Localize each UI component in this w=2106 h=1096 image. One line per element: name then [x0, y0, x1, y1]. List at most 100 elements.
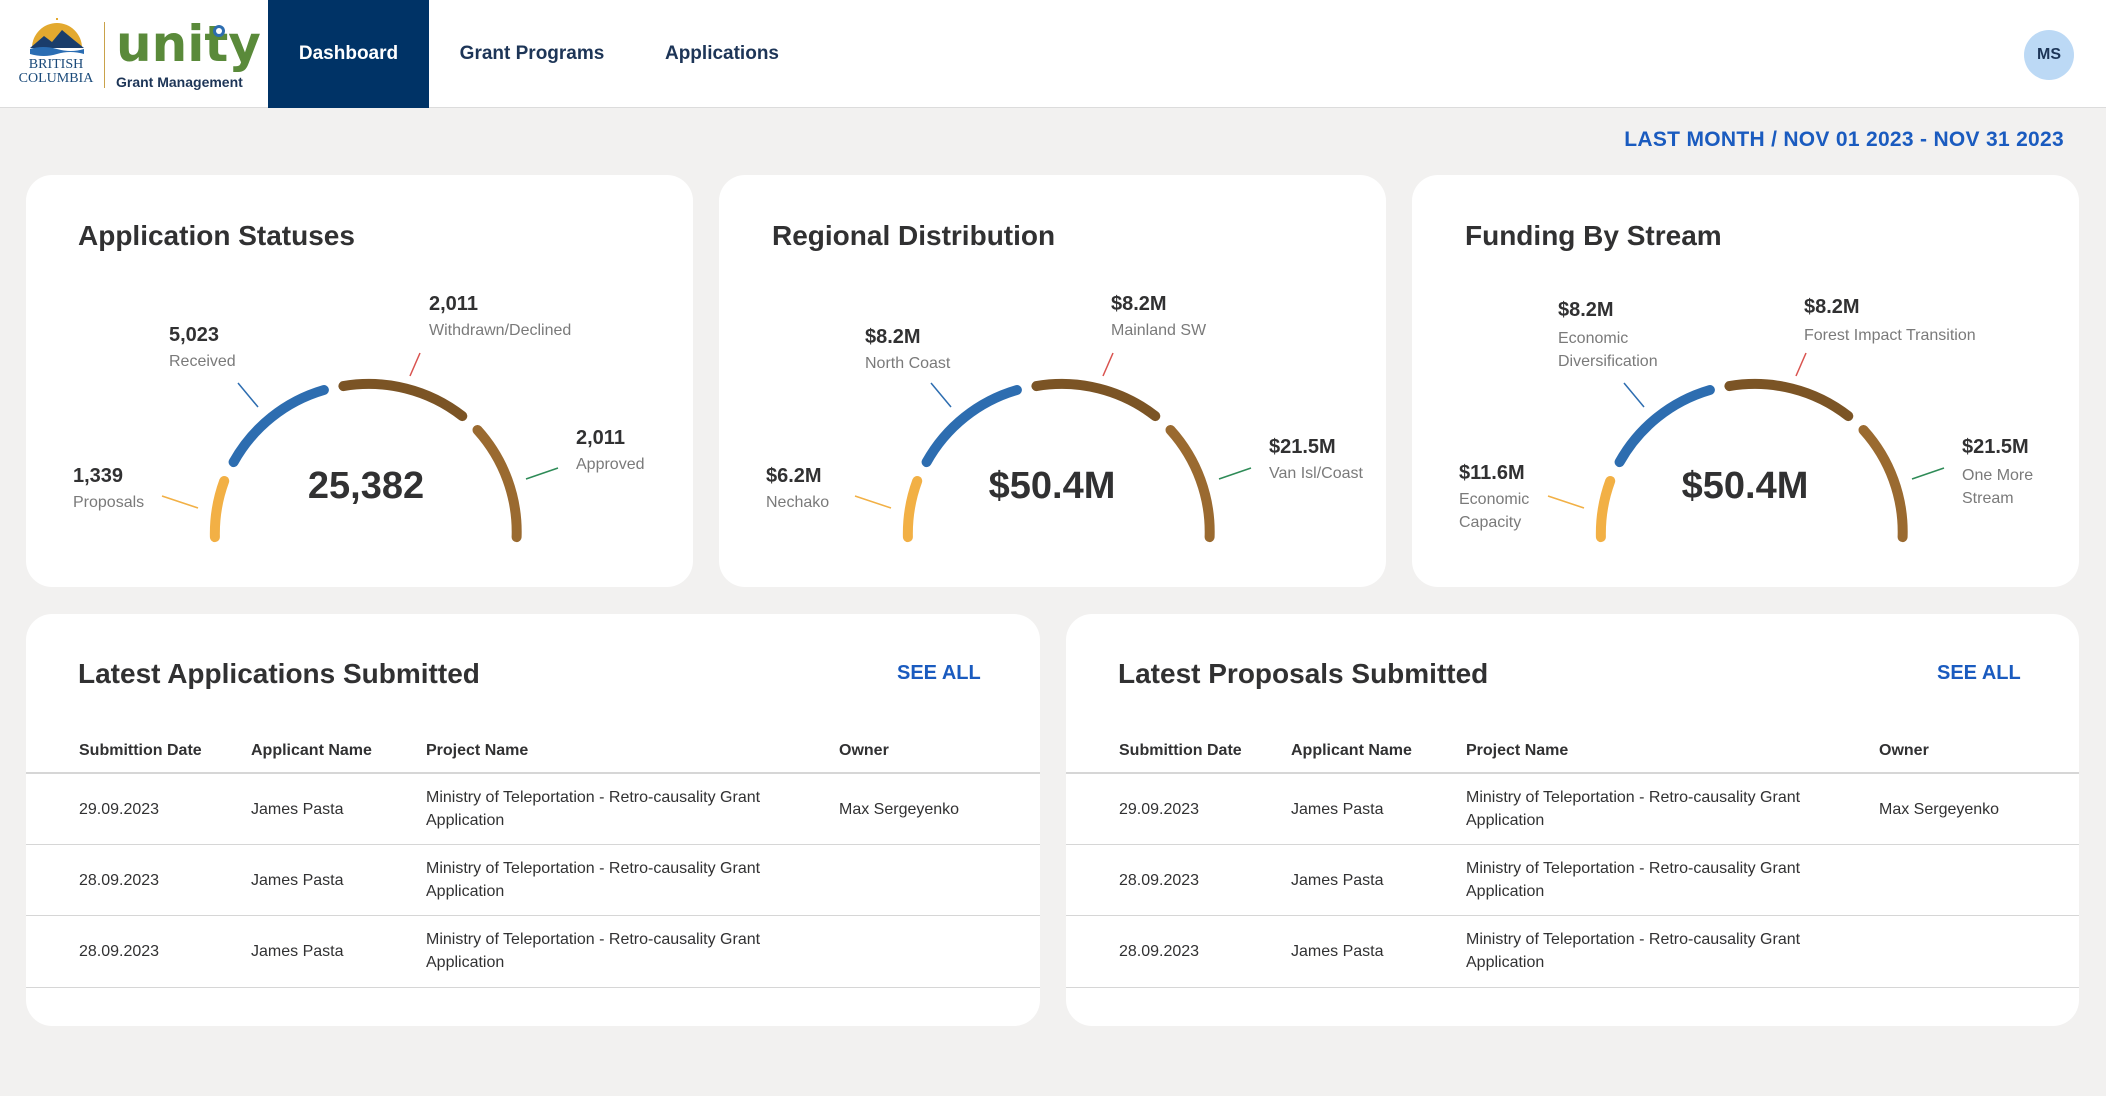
date-range-filter[interactable]: LAST MONTH / NOV 01 2023 - NOV 31 2023	[1624, 128, 2064, 151]
gauge-segment-withdrawn	[338, 379, 468, 422]
cell-applicant: James Pasta	[1291, 872, 1384, 889]
table-row[interactable]: 28.09.2023 James Pasta Ministry of Telep…	[26, 916, 1040, 987]
van-isl-label: Van Isl/Coast	[1269, 465, 1363, 482]
bc-sun-mountain-icon	[30, 18, 84, 56]
nav-grant-programs[interactable]: Grant Programs	[459, 43, 605, 64]
regional-distribution-card: $6.2M Nechako $8.2M North Coast $8.2M Ma…	[719, 175, 1386, 587]
table-row[interactable]: 28.09.2023 James Pasta Ministry of Telep…	[1066, 845, 2079, 916]
row-divider	[1066, 987, 2079, 988]
gauge-segment-approved	[472, 425, 522, 543]
cell-project: Ministry of Teleportation - Retro-causal…	[1466, 860, 1801, 900]
cell-date: 28.09.2023	[79, 872, 160, 889]
header-divider	[26, 772, 1040, 774]
economic-capacity-label: Economic Capacity	[1459, 491, 1530, 531]
column-header-owner[interactable]: Owner	[839, 742, 889, 759]
economic-diversification-label: Economic Diversification	[1558, 330, 1658, 370]
cell-project: Ministry of Teleportation - Retro-causal…	[1466, 931, 1801, 971]
received-label: Received	[169, 353, 236, 370]
gauge-segment-mainland-sw	[1031, 379, 1161, 422]
row-divider	[26, 844, 1040, 845]
table-row[interactable]: 28.09.2023 James Pasta Ministry of Telep…	[1066, 916, 2079, 987]
row-divider	[26, 987, 1040, 988]
north-coast-value: $8.2M	[865, 326, 921, 348]
row-divider	[1066, 915, 2079, 916]
received-value: 5,023	[169, 324, 220, 346]
gauge-segment-forest-impact	[1724, 379, 1854, 422]
withdrawn-value: 2,011	[429, 293, 478, 315]
unity-leaf-icon	[213, 25, 225, 37]
cell-date: 29.09.2023	[79, 801, 160, 818]
gauge-segment-one-more-stream	[1858, 425, 1908, 543]
column-header-owner[interactable]: Owner	[1879, 742, 1929, 759]
cell-project: Ministry of Teleportation - Retro-causal…	[426, 860, 761, 900]
cell-date: 28.09.2023	[1119, 872, 1200, 889]
economic-capacity-value: $11.6M	[1459, 462, 1525, 484]
nechako-value: $6.2M	[766, 465, 822, 487]
proposals-value: 1,339	[73, 465, 124, 487]
cell-date: 28.09.2023	[79, 943, 160, 960]
withdrawn-label: Withdrawn/Declined	[429, 322, 572, 339]
table-row[interactable]: 28.09.2023 James Pasta Ministry of Telep…	[26, 845, 1040, 916]
column-header-project[interactable]: Project Name	[426, 742, 529, 759]
cell-applicant: James Pasta	[1291, 943, 1384, 960]
one-more-stream-value: $21.5M	[1962, 436, 2029, 458]
gauge-segment-north-coast	[921, 385, 1022, 468]
cell-applicant: James Pasta	[1291, 801, 1384, 818]
gauge-total: $50.4M	[1681, 465, 1809, 507]
latest-applications-card: 29.09.2023 James Pasta Ministry of Telep…	[26, 614, 1040, 1026]
van-isl-value: $21.5M	[1269, 436, 1336, 458]
user-avatar[interactable]: MS	[2024, 30, 2074, 80]
cell-owner: Max Sergeyenko	[839, 801, 960, 818]
gauge-segment-received	[228, 385, 329, 468]
nav-applications[interactable]: Applications	[664, 43, 779, 64]
approved-value: 2,011	[576, 427, 625, 449]
unity-subtitle: Grant Management	[116, 74, 243, 90]
gauge-segment-proposals	[209, 476, 230, 543]
column-header-date[interactable]: Submittion Date	[79, 742, 202, 759]
cell-project: Ministry of Teleportation - Retro-causal…	[426, 931, 761, 971]
column-header-applicant[interactable]: Applicant Name	[1291, 742, 1412, 759]
gauge-segment-nechako	[902, 476, 923, 543]
mainland-sw-label: Mainland SW	[1111, 322, 1207, 339]
cell-date: 29.09.2023	[1119, 801, 1200, 818]
gauge-segment-economic-capacity	[1595, 476, 1616, 543]
cell-applicant: James Pasta	[251, 801, 344, 818]
regional-distribution-title: Regional Distribution	[772, 220, 1056, 251]
gauge-total: $50.4M	[988, 465, 1116, 507]
cell-owner: Max Sergeyenko	[1879, 801, 2000, 818]
cell-project: Ministry of Teleportation - Retro-causal…	[1466, 789, 1801, 829]
table-row[interactable]: 29.09.2023 James Pasta Ministry of Telep…	[26, 774, 1040, 845]
funding-by-stream-title: Funding By Stream	[1465, 220, 1722, 251]
unity-wordmark: unity	[116, 15, 261, 73]
funding-by-stream-card: $11.6M Economic Capacity $8.2M Economic …	[1412, 175, 2079, 587]
row-divider	[26, 915, 1040, 916]
bc-wordmark: BRITISH COLUMBIA	[18, 57, 94, 86]
funding-by-stream-gauge	[1547, 352, 1945, 543]
cell-project: Ministry of Teleportation - Retro-causal…	[426, 789, 761, 829]
column-header-date[interactable]: Submittion Date	[1119, 742, 1242, 759]
forest-impact-value: $8.2M	[1804, 296, 1860, 318]
nav-dashboard[interactable]: Dashboard	[268, 0, 429, 108]
application-statuses-gauge	[161, 352, 559, 543]
latest-proposals-title: Latest Proposals Submitted	[1118, 658, 1489, 689]
gauge-segment-economic-diversification	[1614, 385, 1715, 468]
top-navbar: BRITISH COLUMBIA unity Grant Management …	[0, 0, 2106, 108]
proposals-label: Proposals	[73, 494, 145, 511]
approved-label: Approved	[576, 456, 645, 473]
column-header-project[interactable]: Project Name	[1466, 742, 1569, 759]
latest-applications-title: Latest Applications Submitted	[78, 658, 480, 689]
column-header-applicant[interactable]: Applicant Name	[251, 742, 372, 759]
logo-divider	[104, 22, 105, 88]
gauge-total: 25,382	[307, 465, 425, 507]
economic-diversification-value: $8.2M	[1558, 299, 1614, 321]
application-statuses-title: Application Statuses	[78, 220, 355, 251]
unity-logo[interactable]: BRITISH COLUMBIA unity Grant Management	[16, 15, 261, 92]
row-divider	[1066, 844, 2079, 845]
cell-applicant: James Pasta	[251, 943, 344, 960]
cell-applicant: James Pasta	[251, 872, 344, 889]
see-all-applications-link[interactable]: SEE ALL	[897, 662, 981, 684]
table-row[interactable]: 29.09.2023 James Pasta Ministry of Telep…	[1066, 774, 2079, 845]
mainland-sw-value: $8.2M	[1111, 293, 1167, 315]
one-more-stream-label: One More Stream	[1962, 467, 2034, 507]
see-all-proposals-link[interactable]: SEE ALL	[1937, 662, 2021, 684]
